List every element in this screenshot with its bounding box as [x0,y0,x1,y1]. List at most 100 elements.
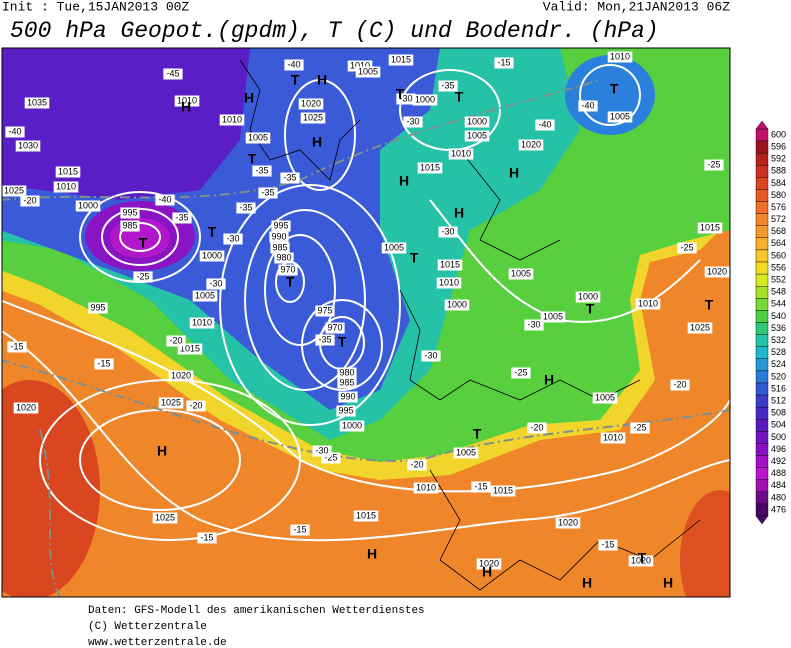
temperature-label: -15 [10,341,23,351]
pressure-label: 1025 [4,185,24,195]
pressure-label: 1025 [690,322,710,332]
pressure-label-box [315,305,335,317]
temperature-label-box [290,524,310,536]
pressure-label: 1035 [27,97,47,107]
pressure-label: 1005 [610,111,630,121]
pressure-label-box [518,139,544,151]
pressure-label-box [635,298,661,310]
temperature-label: -35 [175,212,188,222]
pressure-center: T [610,81,619,97]
colorbar-label: 552 [771,275,786,285]
temperature-label-box [396,93,416,105]
pressure-label-box [337,377,357,389]
colorbar-swatch [755,165,769,178]
colorbar-swatch [755,310,769,323]
colorbar-swatch [755,358,769,372]
colorbar-label: 600 [771,129,786,139]
pressure-label-box [53,181,79,193]
colorbar-label: 504 [771,420,786,430]
valid-time: Valid: Mon,21JAN2013 06Z [543,0,730,14]
pressure-label-box [490,485,516,497]
colorbar-swatch [755,382,769,396]
temperature-label: -40 [287,59,300,69]
pressure-label: 1000 [78,200,98,210]
colorbar-label: 576 [771,202,786,212]
colorbar-swatch [755,189,769,202]
temperature-label-box [94,358,114,370]
temperature-label-box [206,278,226,290]
field-hot [680,490,730,597]
colorbar-swatch [755,225,769,239]
pressure-label: 1010 [222,114,242,124]
pressure-center: T [586,301,595,317]
pressure-center: T [705,297,714,313]
temperature-label-box [166,335,186,347]
map-frame [1,47,731,598]
temperature-label-box [236,202,256,214]
colorbar-swatch [755,128,769,142]
isotherms [2,79,730,597]
pressure-label: 1010 [192,317,212,327]
pressure-label: 1020 [16,402,36,412]
pressure-label: 1025 [303,112,323,122]
pressure-label: 1025 [155,512,175,522]
colorbar-swatch [755,346,769,359]
colorbar-label: 580 [771,190,786,200]
colorbar-label: 592 [771,154,786,164]
isobars [2,64,730,542]
footer-line: Daten: GFS-Modell des amerikanischen Wet… [88,605,425,617]
pressure-label-box [199,250,225,262]
pressure-label: 1015 [58,166,78,176]
colorbar-label: 528 [771,347,786,357]
colorbar-swatch [755,152,769,166]
temperature-label: -35 [255,165,268,175]
temperature-label-box [578,100,598,112]
pressure-label: 1010 [177,95,197,105]
pressure-center: T [286,274,295,290]
temperature-label-box [511,367,531,379]
temperature-label: -45 [166,68,179,78]
colorbar-label: 496 [771,444,786,454]
map-title: 500 hPa Geopot.(gpdm), T (C) und Bodendr… [10,18,659,44]
pressure-center: T [291,72,300,88]
pressure-label-box [412,94,438,106]
pressure-label: 1005 [384,242,404,252]
colorbar-swatch [755,201,769,214]
pressure-label-box [555,517,581,529]
pressure-label-box [444,299,470,311]
temperature-label-box [677,242,697,254]
colorbar-swatch [755,443,769,456]
temperature-label-box [438,80,458,92]
pressure-label-box [278,264,298,276]
temperature-label: -15 [97,358,110,368]
pressure-label-box [464,130,490,142]
temperature-label-box [670,379,690,391]
colorbar-swatch [755,467,769,480]
temperature-label-box [494,57,514,69]
pressure-center: H [367,546,377,562]
pressure-label-box [298,98,324,110]
pressure-label-box [24,97,50,109]
pressure-label: 1025 [161,397,181,407]
pressure-center: H [181,99,191,115]
temperature-label: -15 [293,524,306,534]
pressure-label-box [628,555,654,567]
pressure-label-box [607,51,633,63]
temperature-label: -25 [136,271,149,281]
temperature-label: -20 [410,459,423,469]
colorbar-label: 480 [771,492,786,502]
colorbar: 600 596 592 588 584 580 576 572 568 564 560 556 552 5… [755,120,786,525]
colorbar-label: 596 [771,141,786,151]
pressure-label: 1010 [603,432,623,442]
pressure-label: 1000 [467,116,487,126]
pressure-label: 1005 [456,447,476,457]
pressure-center: H [544,372,554,388]
pressure-label: 995 [273,220,288,230]
pressure-label: 1005 [195,290,215,300]
temperature-label: -15 [474,481,487,491]
temperature-label-box [527,422,547,434]
temperature-label: -35 [261,187,274,197]
pressure-label: 985 [339,377,354,387]
pressure-label: 1000 [415,94,435,104]
colorbar-swatch [755,249,769,263]
